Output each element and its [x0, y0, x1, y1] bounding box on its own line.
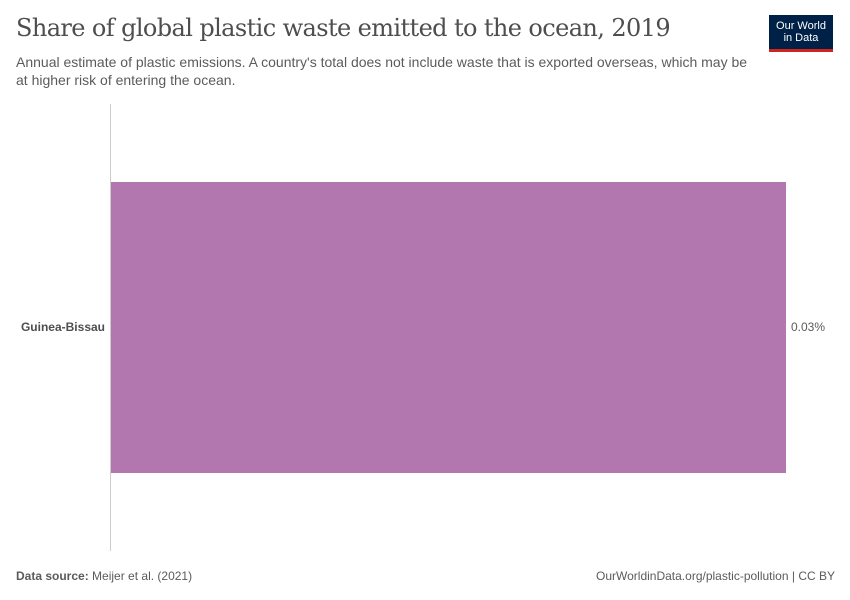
value-label: 0.03% [791, 319, 826, 334]
source-value[interactable]: Meijer et al. (2021) [92, 569, 193, 583]
source-label: Data source: [16, 569, 89, 583]
owid-logo[interactable]: Our World in Data [769, 15, 833, 52]
logo-line-1: Our World [776, 20, 826, 32]
category-label: Guinea-Bissau [20, 319, 105, 334]
logo-line-2: in Data [783, 32, 819, 44]
chart-title: Share of global plastic waste emitted to… [16, 14, 671, 42]
footer-source: Data source: Meijer et al. (2021) [16, 569, 192, 583]
chart-subtitle: Annual estimate of plastic emissions. A … [16, 54, 748, 88]
y-axis-line [110, 104, 111, 551]
footer-credit[interactable]: OurWorldinData.org/plastic-pollution | C… [596, 569, 835, 583]
bar[interactable] [111, 182, 786, 473]
